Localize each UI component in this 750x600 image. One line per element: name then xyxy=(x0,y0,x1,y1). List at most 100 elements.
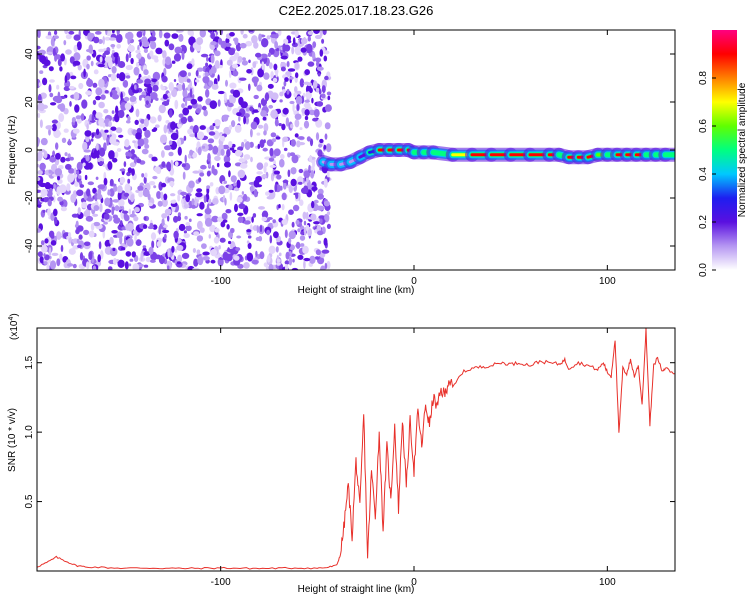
spectrogram-noise-speck xyxy=(83,149,91,153)
spectrogram-noise-speck xyxy=(95,95,101,101)
spectrogram-noise-speck xyxy=(125,75,131,79)
spectrogram-noise-speck xyxy=(134,233,137,242)
spectrogram-noise-speck xyxy=(56,84,60,90)
snr-y-tick-label: 1.5 xyxy=(24,355,35,369)
spectrogram-noise-speck xyxy=(43,253,46,257)
spectrogram-noise-speck xyxy=(196,67,204,72)
spectrogram-noise-speck xyxy=(47,199,52,207)
spectrogram-noise-speck xyxy=(245,40,253,47)
spectrogram-noise-speck xyxy=(126,222,134,232)
spectrogram-noise-speck xyxy=(203,85,208,89)
spectrogram-noise-speck xyxy=(109,136,117,145)
spectrogram-noise-speck xyxy=(59,184,67,194)
spectrogram-noise-speck xyxy=(109,178,114,186)
spectrogram-noise-speck xyxy=(251,216,254,223)
spectrogram-noise-speck xyxy=(125,53,129,63)
spectrogram-noise-speck xyxy=(295,241,301,249)
spectrogram-noise-speck xyxy=(84,130,92,137)
spectrogram-noise-speck xyxy=(143,118,149,128)
spectrogram-noise-speck xyxy=(319,30,323,37)
spectrogram-noise-speck xyxy=(135,61,140,68)
spectrogram-noise-speck xyxy=(319,49,324,57)
spectrogram-noise-speck xyxy=(208,234,211,239)
spectrogram-noise-speck xyxy=(196,188,203,193)
spectrogram-noise-speck xyxy=(119,168,126,172)
spectrogram-noise-speck xyxy=(280,185,283,191)
spectrogram-noise-speck xyxy=(297,181,303,185)
spectrogram-noise-speck xyxy=(98,48,105,53)
spectrogram-noise-speck xyxy=(271,92,279,101)
spectrogram-noise-speck xyxy=(179,70,187,78)
spectrogram-noise-speck xyxy=(46,51,53,55)
spectrogram-noise-speck xyxy=(323,200,330,207)
spectrogram-noise-speck xyxy=(214,228,220,233)
spectrogram-noise-speck xyxy=(194,131,198,138)
spectrogram-noise-speck xyxy=(315,249,321,256)
spectrogram-noise-speck xyxy=(309,255,316,264)
spectrogram-noise-speck xyxy=(56,231,62,240)
spectrogram-noise-speck xyxy=(166,161,172,171)
spectrogram-noise-speck xyxy=(59,200,64,206)
colorbar-ticks: 0.0 0.2 0.4 0.6 0.8 xyxy=(698,71,716,277)
spectrogram-noise-speck xyxy=(232,63,239,69)
colorbar-tick-label: 0.2 xyxy=(698,215,709,229)
spectrogram-noise-speck xyxy=(96,143,99,151)
spectrogram-noise-speck xyxy=(113,185,118,192)
spectrogram-noise-speck xyxy=(212,168,218,176)
spectrogram-noise-speck xyxy=(60,244,64,253)
spectrogram-noise-speck xyxy=(237,169,246,179)
snr-y-tick-label: 0.5 xyxy=(24,494,35,508)
spectrogram-noise-speck xyxy=(289,100,295,105)
spectrogram-noise-speck xyxy=(310,170,315,179)
spectrogram-noise-speck xyxy=(102,122,106,128)
spectrogram-noise-speck xyxy=(51,123,57,132)
spectrogram-noise-speck xyxy=(79,184,85,188)
spectrogram-noise-speck xyxy=(130,194,135,203)
spectrogram-noise-speck xyxy=(92,187,97,194)
spectrogram-noise-speck xyxy=(70,75,77,80)
spectrogram-noise-speck xyxy=(104,208,112,214)
spectrogram-noise-speck xyxy=(260,110,267,117)
spectrogram-noise-speck xyxy=(110,126,117,131)
spectrogram-noise-speck xyxy=(149,50,154,57)
spectrogram-noise-speck xyxy=(79,252,84,261)
spectrogram-noise-speck xyxy=(185,225,192,232)
spectrogram-noise-speck xyxy=(187,30,192,36)
spectrogram-noise-speck xyxy=(142,245,147,249)
spectrogram-noise-speck xyxy=(313,108,320,118)
spectrogram-noise-speck xyxy=(93,205,100,211)
spectrogram-noise-speck xyxy=(55,152,61,160)
spectrogram-noise-speck xyxy=(253,179,260,188)
spectrogram-noise-speck xyxy=(196,235,204,242)
spectrogram-noise-speck xyxy=(290,167,297,175)
spectrogram-noise-speck xyxy=(90,223,95,231)
spectrogram-noise-speck xyxy=(171,60,176,64)
spectrogram-noise-speck xyxy=(126,238,134,247)
spectrogram-noise-speck xyxy=(107,266,113,270)
spectrogram-noise-speck xyxy=(291,267,299,270)
spectrogram-noise-speck xyxy=(148,246,154,255)
spectrogram-noise-speck xyxy=(234,149,243,157)
spectrogram-noise-speck xyxy=(155,47,163,55)
spectrogram-noise-speck xyxy=(311,97,314,104)
spectrogram-noise-speck xyxy=(59,103,66,112)
spectrogram-noise-speck xyxy=(294,86,298,93)
spectrogram-noise-speck xyxy=(282,179,289,184)
spectrogram-noise-speck xyxy=(39,256,44,264)
spectrogram-noise-speck xyxy=(229,147,235,151)
spectrogram-noise-speck xyxy=(98,101,105,109)
spectrogram-noise-speck xyxy=(206,127,211,134)
spectrogram-noise-speck xyxy=(143,216,147,221)
spectrogram-noise-speck xyxy=(295,96,303,105)
spectrogram-noise-speck xyxy=(209,100,218,109)
spectrogram-noise-speck xyxy=(161,150,165,158)
spectrogram-noise-speck xyxy=(192,127,196,134)
spectrogram-noise-speck xyxy=(294,45,302,56)
spectrogram-noise-speck xyxy=(325,143,332,153)
spectrogram-noise-speck xyxy=(205,88,210,98)
spectrogram-noise-speck xyxy=(262,116,267,121)
snr-y-label: SNR (10 * v/v) xyxy=(7,408,18,472)
spectrogram-noise-speck xyxy=(185,194,191,203)
spectrogram-noise-speck xyxy=(294,113,302,120)
spectrogram-noise-speck xyxy=(138,190,144,198)
